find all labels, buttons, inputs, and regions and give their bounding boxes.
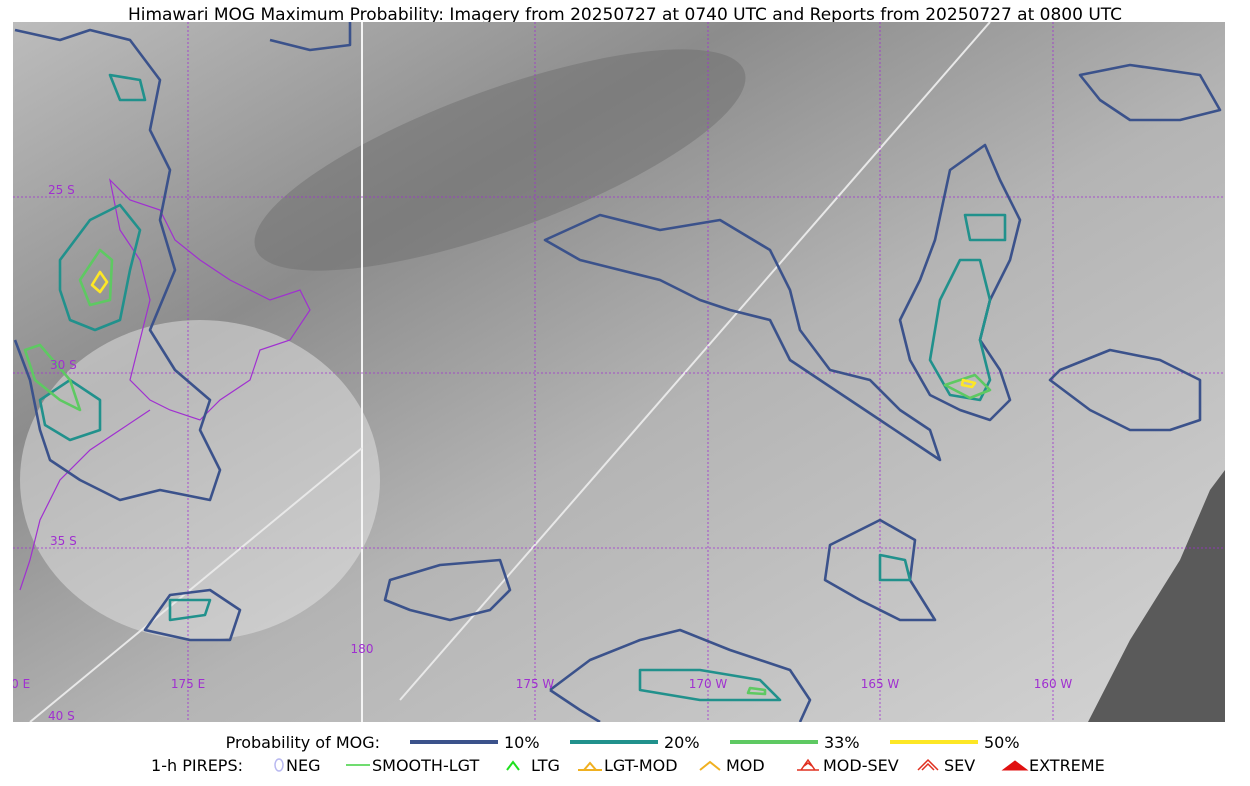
contour-33 bbox=[23, 248, 992, 696]
map: 25 S 30 S 35 S 40 S 170 E 175 E 180 175 … bbox=[0, 22, 1225, 723]
legend-label: MOD bbox=[726, 756, 765, 775]
lon-label: 170 W bbox=[689, 677, 728, 691]
legend-label: LGT-MOD bbox=[604, 756, 678, 775]
legend-symbol bbox=[1001, 760, 1029, 771]
legend-symbol bbox=[917, 758, 939, 771]
coastline bbox=[19, 178, 311, 591]
lon-label: 160 W bbox=[1034, 677, 1073, 691]
legend-symbol bbox=[578, 761, 602, 771]
latitude-labels: 25 S 30 S 35 S 40 S bbox=[48, 183, 77, 723]
lon-label: 175 W bbox=[516, 677, 555, 691]
title: Himawari MOG Maximum Probability: Imager… bbox=[128, 5, 1122, 25]
longitude-labels: 170 E 175 E 180 175 W 170 W 165 W 160 W bbox=[0, 642, 1073, 691]
legend-symbol bbox=[274, 758, 284, 772]
legend-symbol bbox=[797, 758, 819, 771]
legend-label: 33% bbox=[824, 733, 860, 752]
contour-20 bbox=[38, 73, 1007, 702]
lat-label: 35 S bbox=[50, 534, 77, 548]
north-island bbox=[109, 178, 311, 421]
lon-label: 170 E bbox=[0, 677, 30, 691]
contour-10 bbox=[823, 518, 937, 622]
swath-line bbox=[29, 447, 363, 722]
legend-label: SMOOTH-LGT bbox=[372, 756, 479, 775]
lon-label: 180 bbox=[351, 642, 374, 656]
legend-label: LTG bbox=[531, 756, 560, 775]
lat-label: 30 S bbox=[50, 358, 77, 372]
south-island bbox=[19, 409, 151, 591]
legend-label: 20% bbox=[664, 733, 700, 752]
legend-label: MOD-SEV bbox=[823, 756, 899, 775]
legend-label: EXTREME bbox=[1029, 756, 1105, 775]
gridlines bbox=[13, 22, 1225, 722]
contour-10 bbox=[543, 213, 942, 462]
cloud-area bbox=[20, 320, 380, 640]
dark-band bbox=[254, 49, 746, 271]
legend-symbol bbox=[699, 760, 721, 771]
legend-label: NEG bbox=[286, 756, 320, 775]
contour-10 bbox=[549, 628, 812, 722]
contour-10 bbox=[383, 558, 512, 622]
legend: Probability of MOG: 1-h PIREPS: 10% 20% 33… bbox=[151, 733, 1105, 775]
legend-label: 10% bbox=[504, 733, 540, 752]
contour-50 bbox=[90, 270, 977, 389]
legend-label: 50% bbox=[984, 733, 1020, 752]
contours bbox=[13, 22, 1222, 722]
legend-title: Probability of MOG: bbox=[226, 733, 380, 752]
contour-10 bbox=[1078, 63, 1222, 122]
contour-10 bbox=[1048, 348, 1202, 432]
contour-10 bbox=[898, 143, 1022, 422]
contour-10 bbox=[13, 28, 222, 502]
legend-symbol bbox=[506, 760, 520, 771]
lon-label: 175 E bbox=[171, 677, 205, 691]
lon-label: 165 W bbox=[861, 677, 900, 691]
legend-label: SEV bbox=[944, 756, 975, 775]
contour-10 bbox=[143, 588, 242, 642]
lat-label: 40 S bbox=[48, 709, 75, 723]
no-data bbox=[1088, 470, 1225, 722]
swath-line bbox=[399, 22, 991, 701]
lat-label: 25 S bbox=[48, 183, 75, 197]
contour-10 bbox=[269, 22, 352, 52]
legend-title: 1-h PIREPS: bbox=[151, 756, 243, 775]
